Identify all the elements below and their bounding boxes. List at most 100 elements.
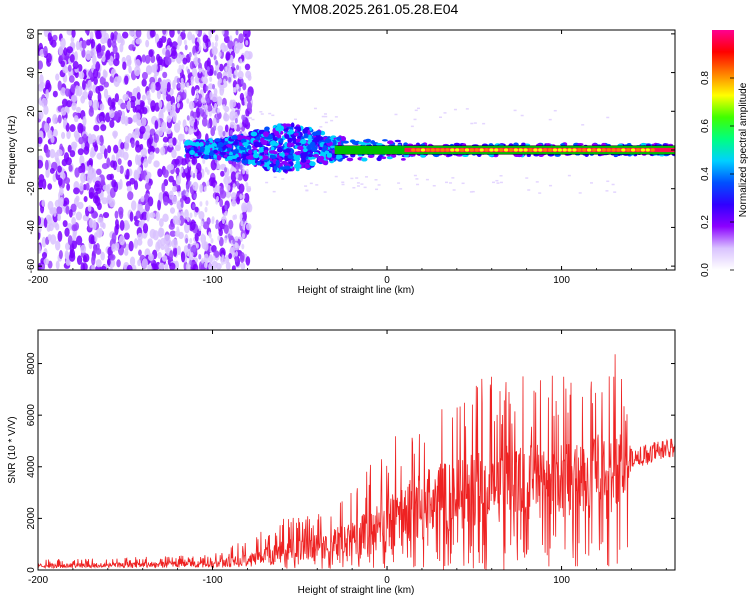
heatmap-cell <box>141 78 147 87</box>
heatmap-cell <box>214 34 219 42</box>
heatmap-cell <box>206 169 210 175</box>
heatmap-cell <box>81 79 86 91</box>
heatmap-cell <box>208 267 212 270</box>
heatmap-cell <box>39 74 44 85</box>
heatmap-cell <box>176 200 182 210</box>
heatmap-cell <box>185 191 189 198</box>
heatmap-cell <box>78 71 85 80</box>
heatmap-cell <box>109 258 116 268</box>
heatmap-cell <box>57 177 63 187</box>
heatmap-cell <box>126 168 130 180</box>
heatmap-cell <box>611 183 615 186</box>
heatmap-cell <box>198 225 202 232</box>
heatmap-cell <box>577 148 582 152</box>
heatmap-cell <box>234 69 238 76</box>
heatmap-cell <box>75 235 83 246</box>
heatmap-cell <box>241 243 245 250</box>
heatmap-cell <box>69 54 75 63</box>
heatmap-cell <box>122 220 130 231</box>
heatmap-cell <box>474 148 479 152</box>
heatmap-cell <box>70 83 76 93</box>
heatmap-cell <box>470 122 474 125</box>
heatmap-cell <box>144 124 151 133</box>
heatmap-cell <box>236 64 240 71</box>
heatmap-cell <box>196 93 200 100</box>
heatmap-cell <box>122 61 127 71</box>
heatmap-cell <box>171 102 176 113</box>
heatmap-cell <box>69 250 74 259</box>
heatmap-cell <box>76 85 83 97</box>
heatmap-cell <box>499 175 503 177</box>
colorbar-tick-label: 0.4 <box>700 167 711 181</box>
heatmap-cell <box>229 121 236 129</box>
x-tick-label: 0 <box>384 275 390 286</box>
heatmap-cell <box>562 148 567 152</box>
heatmap-cell <box>144 54 151 64</box>
heatmap-cell <box>216 117 220 124</box>
heatmap-cell <box>616 148 621 152</box>
heatmap-cell <box>190 146 195 151</box>
heatmap-cell <box>85 50 92 61</box>
heatmap-cell <box>152 230 159 241</box>
heatmap-cell <box>162 213 169 223</box>
heatmap-cell <box>147 264 153 270</box>
heatmap-cell <box>242 82 247 91</box>
heatmap-cell <box>191 34 196 44</box>
heatmap-cell <box>319 155 325 161</box>
heatmap-cell <box>69 124 76 132</box>
heatmap-cell <box>324 115 328 118</box>
heatmap-cell <box>182 189 186 195</box>
heatmap-cell <box>246 101 253 112</box>
heatmap-cell <box>245 40 249 46</box>
heatmap-cell <box>340 136 347 142</box>
heatmap-cell <box>140 169 145 180</box>
heatmap-cell <box>187 266 191 270</box>
heatmap-cell <box>203 154 210 160</box>
heatmap-cell <box>135 112 141 121</box>
heatmap-cell <box>166 101 172 110</box>
heatmap-cell <box>364 176 368 178</box>
heatmap-cell <box>218 228 223 237</box>
heatmap-cell <box>242 193 246 200</box>
heatmap-cell <box>73 130 80 139</box>
heatmap-cell <box>96 52 103 59</box>
heatmap-cell <box>445 148 450 152</box>
heatmap-cell <box>116 32 122 44</box>
heatmap-cell <box>334 116 338 118</box>
heatmap-cell <box>160 83 167 95</box>
heatmap-cell <box>77 201 84 210</box>
heatmap-cell <box>548 118 552 121</box>
heatmap-cell <box>133 65 141 77</box>
heatmap-cell <box>270 146 275 151</box>
heatmap-cell <box>273 176 277 178</box>
heatmap-cell <box>191 86 196 97</box>
heatmap-cell <box>213 265 217 270</box>
heatmap-cell <box>394 113 398 116</box>
heatmap-cell <box>201 233 205 239</box>
heatmap-cell <box>130 200 137 211</box>
heatmap-cell <box>184 126 188 132</box>
heatmap-cell <box>139 125 146 135</box>
heatmap-cell <box>186 172 191 183</box>
heatmap-cell <box>119 165 124 174</box>
x-tick-label: -100 <box>203 275 223 286</box>
heatmap-cell <box>195 30 199 35</box>
heatmap-cell <box>180 251 186 263</box>
heatmap-cell <box>177 30 181 35</box>
heatmap-cell <box>198 62 202 71</box>
heatmap-cell <box>93 76 98 85</box>
heatmap-cell <box>124 248 129 256</box>
heatmap-cell <box>116 259 121 268</box>
heatmap-cell <box>606 116 610 119</box>
heatmap-cell <box>450 148 455 152</box>
heatmap-cell <box>141 71 148 80</box>
heatmap-cell <box>139 143 144 150</box>
heatmap-cell <box>191 111 198 119</box>
heatmap-cell <box>176 77 180 84</box>
heatmap-cell <box>228 59 232 66</box>
heatmap-cell <box>52 114 58 125</box>
y-tick-label: 0 <box>26 147 37 153</box>
heatmap-cell <box>288 129 294 135</box>
heatmap-cell <box>60 107 67 116</box>
heatmap-cell <box>411 148 416 152</box>
